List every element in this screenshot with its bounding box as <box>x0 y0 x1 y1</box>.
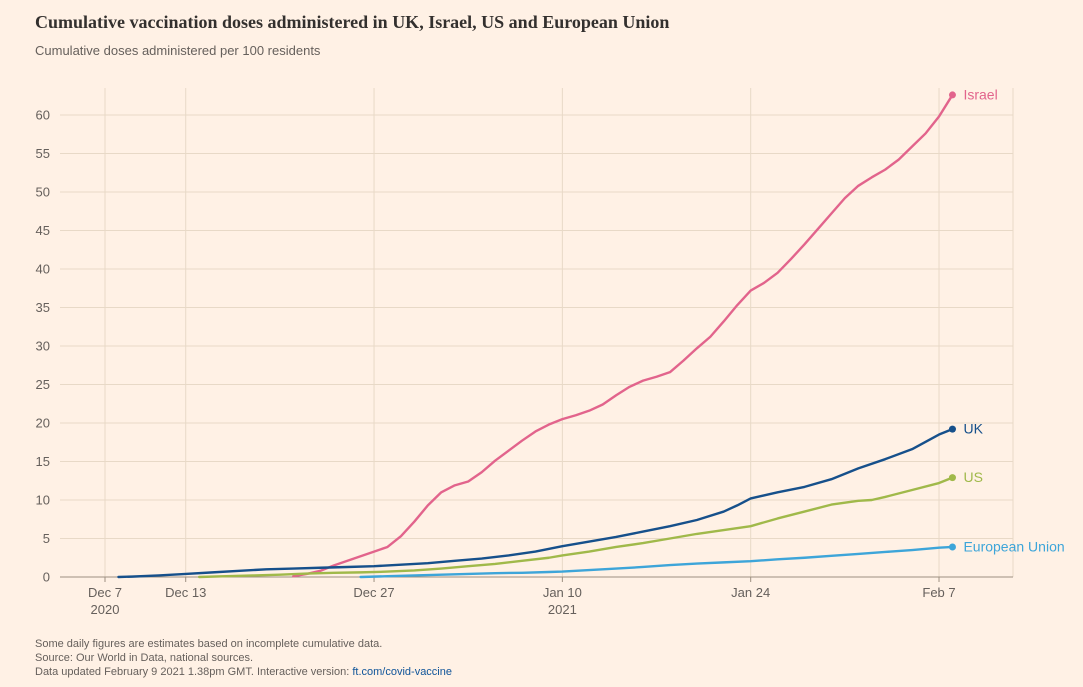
x-tick-label: Dec 7 <box>88 585 122 600</box>
x-tick-sublabel: 2020 <box>91 602 120 617</box>
y-tick-label: 60 <box>36 107 50 122</box>
series-end-dot-us <box>948 474 956 482</box>
chart-header: Cumulative vaccination doses administere… <box>35 10 1048 59</box>
footer: Some daily figures are estimates based o… <box>35 637 1048 679</box>
series-line-uk <box>117 427 954 579</box>
x-tick-label: Jan 24 <box>731 585 770 600</box>
y-tick-label: 50 <box>36 184 50 199</box>
y-tick-label: 40 <box>36 261 50 276</box>
chart-subtitle: Cumulative doses administered per 100 re… <box>35 43 321 58</box>
series-end-dot-european-union <box>948 543 956 551</box>
x-tick-label: Dec 13 <box>165 585 206 600</box>
y-tick-label: 35 <box>36 300 50 315</box>
y-tick-label: 20 <box>36 415 50 430</box>
series-end-dot-uk <box>948 425 956 433</box>
y-tick-label: 0 <box>43 570 50 585</box>
y-tick-label: 45 <box>36 223 50 238</box>
y-tick-label: 10 <box>36 492 50 507</box>
vaccination-line-chart: 0 5 10 15 20 25 30 35 40 45 50 55 60 Dec 7 2020 Dec 13 D… <box>36 86 1065 617</box>
y-tick-label: 5 <box>43 531 50 546</box>
y-tick-label: 25 <box>36 377 50 392</box>
series-end-dot-israel <box>948 91 956 99</box>
y-tick-label: 15 <box>36 454 50 469</box>
y-tick-label: 30 <box>36 338 50 353</box>
y-tick-label: 55 <box>36 146 50 161</box>
updated-text: Data updated February 9 2021 1.38pm GMT.… <box>35 666 353 678</box>
source-line: Source: Our World in Data, national sour… <box>35 652 254 664</box>
updated-line: Data updated February 9 2021 1.38pm GMT.… <box>35 665 1048 679</box>
interactive-version-link[interactable]: ft.com/covid-vaccine <box>352 666 452 678</box>
x-tick-label: Dec 27 <box>353 585 394 600</box>
chart-title: Cumulative vaccination doses administere… <box>35 12 670 32</box>
series-line-european-union <box>359 545 954 579</box>
x-tick-sublabel: 2021 <box>548 602 577 617</box>
series-label-us: US <box>963 469 982 485</box>
footnote: Some daily figures are estimates based o… <box>35 638 383 650</box>
x-tick-label: Jan 10 <box>543 585 582 600</box>
series-line-us <box>197 476 954 579</box>
series-label-european-union: European Union <box>963 538 1064 554</box>
series-label-uk: UK <box>963 421 983 437</box>
series-label-israel: Israel <box>963 86 997 102</box>
x-tick-label: Feb 7 <box>922 585 955 600</box>
series-line-israel <box>292 93 954 578</box>
